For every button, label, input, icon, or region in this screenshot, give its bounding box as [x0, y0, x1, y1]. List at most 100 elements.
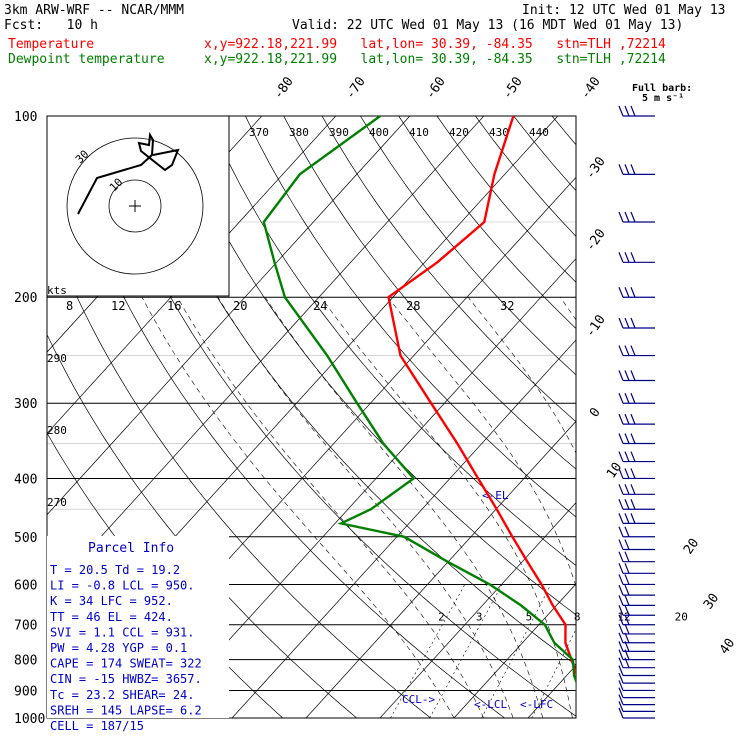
wind-barb-flag — [618, 584, 624, 596]
moist-adiabat-line — [320, 297, 573, 718]
wind-barb-flag — [624, 317, 630, 329]
isotherm-label: 0 — [587, 405, 604, 420]
hodograph-ring-outer — [66, 137, 204, 275]
wind-barb-flag — [618, 701, 624, 712]
dewpoint-profile-line — [262, 116, 576, 692]
wind-barb-flag — [618, 563, 624, 574]
moist-adiabat-line — [655, 297, 698, 718]
valid-time: Valid: 22 UTC Wed 01 May 13 (16 MDT Wed … — [292, 18, 684, 33]
wind-barb-flag — [624, 574, 630, 585]
wind-barb-flag — [630, 513, 636, 524]
isotherm-line — [379, 502, 576, 718]
wind-barb-flag — [630, 433, 636, 444]
dry-adiabat-line — [667, 116, 740, 718]
wind-barb-flag — [618, 574, 624, 585]
theta-label: 410 — [409, 126, 429, 139]
lcl-annotation: <-LCL — [474, 698, 507, 711]
wind-barb-flag — [624, 370, 630, 381]
parcel-info-row: LI = -0.8 LCL = 950. — [50, 579, 195, 593]
wind-barb-flag — [624, 484, 630, 495]
dry-adiabat-line — [475, 116, 576, 237]
wind-barb-flag — [618, 649, 624, 660]
el-annotation: <-EL — [482, 489, 509, 502]
dry-adiabat-line — [705, 116, 740, 718]
theta-label: 420 — [449, 126, 469, 139]
isotherm-line — [453, 583, 576, 718]
mixing-ratio-line — [390, 584, 466, 718]
wind-barb-flag — [618, 286, 624, 298]
wind-barb-flag — [618, 657, 624, 668]
wind-barb-flag — [618, 680, 624, 691]
wind-barb-flag — [618, 665, 624, 676]
mixing-ratio-label: 5 — [526, 611, 533, 624]
wind-barb-flag — [618, 707, 624, 719]
dry-adiabat-line — [436, 116, 576, 283]
temperature-label: Temperature — [8, 37, 95, 52]
model-title: 3km ARW-WRF -- NCAR/MMM — [4, 3, 185, 18]
moist-adiabat-line — [264, 297, 544, 718]
mixing-ratio-label: 3 — [476, 611, 483, 624]
isotherm-line — [47, 116, 337, 434]
dry-adiabat-line — [47, 223, 431, 718]
wind-barb-flag — [618, 413, 624, 425]
hodograph-ring-inner — [108, 179, 162, 233]
wind-barb-flag — [624, 649, 630, 660]
parcel-info-row: CIN = -15 HWBZ= 3657. — [50, 672, 202, 686]
pressure-tick-label: 100 — [14, 110, 37, 125]
isotherm-label: -20 — [583, 226, 609, 254]
dry-adiabat-line — [629, 116, 740, 718]
parcel-info-row: TT = 46 EL = 424. — [50, 610, 173, 624]
wind-barb-flag — [618, 252, 624, 263]
wind-barb-flag — [618, 393, 624, 404]
isotherm-line — [527, 664, 576, 718]
pressure-tick-label: 400 — [14, 472, 37, 487]
wind-barb-flag — [618, 211, 624, 223]
mixing-ratio-label: 20 — [675, 611, 688, 624]
dry-adiabat-line — [91, 116, 576, 717]
wind-barb-flag — [630, 370, 636, 381]
wind-barb-flag — [630, 413, 636, 425]
pressure-tick-label: 500 — [14, 531, 37, 546]
dry-adiabat-line — [551, 116, 576, 146]
hodograph-speed-label: 24 — [313, 299, 327, 313]
wind-barb-flag — [624, 526, 630, 538]
isotherm-line — [305, 420, 576, 718]
dry-adiabat-line — [206, 116, 576, 566]
parcel-info-title: Parcel Info — [88, 541, 174, 556]
wind-barb-flag — [618, 595, 624, 606]
pressure-tick-label: 900 — [14, 684, 37, 699]
pressure-tick-label: 700 — [14, 619, 37, 634]
barb-legend-line2: 5 m s⁻¹ — [642, 93, 685, 104]
wind-barb-flag — [624, 657, 630, 668]
dewpoint-label: Dewpoint temperature — [8, 52, 165, 67]
mixing-ratio-label: 8 — [574, 611, 581, 624]
wind-barb-flag — [624, 286, 630, 298]
lfc-annotation: <-LFC — [520, 698, 553, 711]
dry-adiabat-line — [283, 116, 576, 470]
wind-barb-flag — [618, 694, 624, 705]
wind-barb-flag — [618, 605, 624, 616]
wind-barb-flag — [624, 451, 630, 462]
wind-barb-flag — [630, 286, 636, 298]
wind-barb-flag — [618, 623, 624, 635]
wind-barb-flag — [618, 345, 624, 356]
wind-barb-flag — [624, 632, 630, 644]
wind-barb-flag — [630, 211, 636, 223]
wind-barb-flag — [624, 252, 630, 263]
wind-barb-flag — [618, 526, 624, 538]
wind-barb-flag — [618, 539, 624, 550]
wind-barb-flag — [618, 632, 624, 644]
wind-barb-flag — [624, 413, 630, 425]
theta-left-label: 270 — [47, 496, 67, 509]
wind-barb-flag — [624, 164, 630, 175]
wind-barb-flag — [624, 563, 630, 574]
mixing-ratio-line — [481, 584, 552, 718]
wind-barb-flag — [618, 468, 624, 479]
moist-adiabat-line — [217, 297, 514, 718]
wind-barb-flag — [624, 614, 630, 625]
moist-adiabat-line — [467, 297, 576, 454]
init-time: Init: 12 UTC Wed 01 May 13 — [522, 3, 726, 18]
wind-barb-flag — [624, 393, 630, 404]
wind-barb-flag — [618, 551, 624, 562]
